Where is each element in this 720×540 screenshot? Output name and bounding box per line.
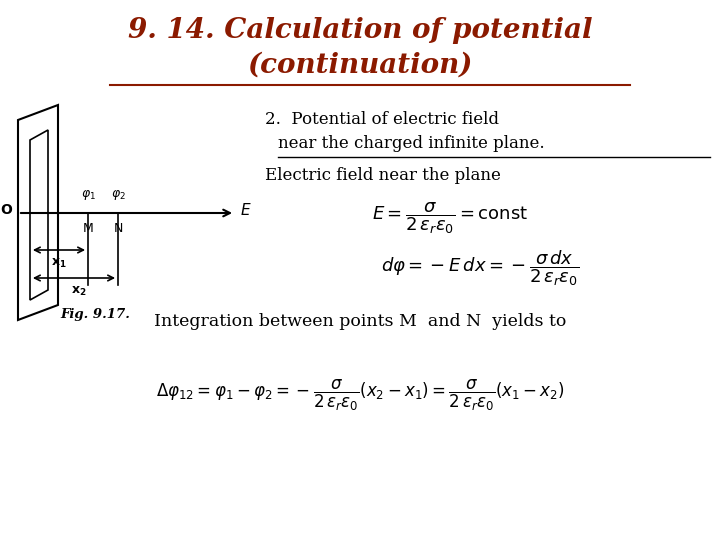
Text: $\mathrm{N}$: $\mathrm{N}$ — [113, 222, 123, 235]
Text: Integration between points M  and N  yields to: Integration between points M and N yield… — [154, 314, 566, 330]
Text: $\varphi_1$: $\varphi_1$ — [81, 188, 96, 202]
Text: (continuation): (continuation) — [247, 51, 473, 78]
Text: $E$: $E$ — [240, 202, 251, 218]
Text: $\Delta\varphi_{12} = \varphi_1 - \varphi_2 = -\dfrac{\sigma}{2\,\varepsilon_r\v: $\Delta\varphi_{12} = \varphi_1 - \varph… — [156, 377, 564, 413]
Text: $\varphi_2$: $\varphi_2$ — [111, 188, 125, 202]
Text: near the charged infinite plane.: near the charged infinite plane. — [278, 136, 544, 152]
Text: 9. 14. Calculation of potential: 9. 14. Calculation of potential — [127, 17, 593, 44]
Text: $\mathbf{O}$: $\mathbf{O}$ — [0, 203, 13, 217]
Text: $d\varphi = -E\,dx = -\dfrac{\sigma\,dx}{2\,\varepsilon_r\varepsilon_0}$: $d\varphi = -E\,dx = -\dfrac{\sigma\,dx}… — [381, 248, 579, 288]
Text: $\mathrm{M}$: $\mathrm{M}$ — [82, 222, 94, 235]
Text: 2.  Potential of electric field: 2. Potential of electric field — [265, 111, 499, 129]
Text: $E = \dfrac{\sigma}{2\,\varepsilon_r\varepsilon_0} = \mathrm{const}$: $E = \dfrac{\sigma}{2\,\varepsilon_r\var… — [372, 200, 528, 236]
Text: $\mathbf{x_1}$: $\mathbf{x_1}$ — [51, 257, 67, 270]
Text: $\mathbf{x_2}$: $\mathbf{x_2}$ — [71, 285, 87, 298]
Text: Electric field near the plane: Electric field near the plane — [265, 166, 501, 184]
Text: Fig. 9.17.: Fig. 9.17. — [60, 308, 130, 321]
